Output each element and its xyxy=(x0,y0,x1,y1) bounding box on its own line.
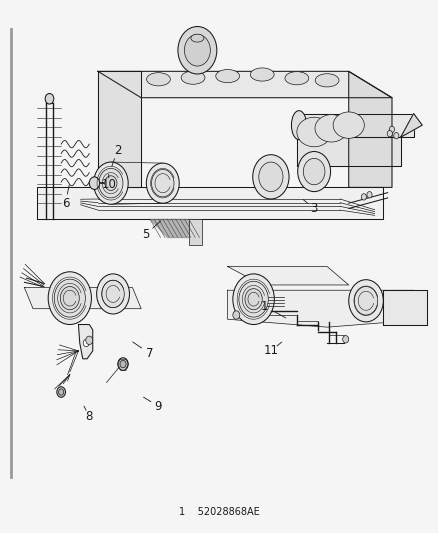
Circle shape xyxy=(253,155,289,199)
Bar xyxy=(189,219,202,245)
Circle shape xyxy=(118,358,128,370)
Circle shape xyxy=(48,272,92,325)
Ellipse shape xyxy=(315,115,348,142)
Circle shape xyxy=(83,340,89,346)
Ellipse shape xyxy=(297,117,332,147)
Text: 11: 11 xyxy=(263,344,279,358)
Circle shape xyxy=(349,280,383,322)
Polygon shape xyxy=(78,325,93,359)
Circle shape xyxy=(184,35,210,66)
Circle shape xyxy=(343,336,349,343)
Circle shape xyxy=(354,287,378,315)
Text: 9: 9 xyxy=(155,400,162,413)
Circle shape xyxy=(239,281,268,317)
Text: 6: 6 xyxy=(62,197,69,209)
Text: 5: 5 xyxy=(142,228,149,241)
Circle shape xyxy=(304,158,325,185)
Circle shape xyxy=(89,177,100,190)
Text: 2: 2 xyxy=(113,144,121,157)
Ellipse shape xyxy=(251,68,274,81)
Circle shape xyxy=(233,311,240,319)
Ellipse shape xyxy=(285,71,309,85)
Circle shape xyxy=(45,93,54,104)
Circle shape xyxy=(99,168,123,198)
Ellipse shape xyxy=(147,72,170,86)
Polygon shape xyxy=(150,219,193,238)
Polygon shape xyxy=(98,71,392,98)
Text: 3: 3 xyxy=(311,202,318,215)
Text: 1    52028868AE: 1 52028868AE xyxy=(179,507,259,517)
Text: 8: 8 xyxy=(85,410,93,423)
Polygon shape xyxy=(37,188,383,219)
Ellipse shape xyxy=(191,34,204,42)
Circle shape xyxy=(54,279,85,317)
Text: 10: 10 xyxy=(101,178,116,191)
Polygon shape xyxy=(297,138,401,166)
Circle shape xyxy=(245,289,262,310)
Circle shape xyxy=(102,280,124,308)
Polygon shape xyxy=(98,71,141,188)
Circle shape xyxy=(105,176,117,191)
Ellipse shape xyxy=(181,71,205,84)
Polygon shape xyxy=(349,71,392,188)
Circle shape xyxy=(97,274,130,314)
Circle shape xyxy=(152,169,174,197)
Ellipse shape xyxy=(216,69,240,83)
Polygon shape xyxy=(297,114,413,138)
Circle shape xyxy=(298,151,331,191)
Ellipse shape xyxy=(315,74,339,87)
Circle shape xyxy=(259,162,283,191)
Circle shape xyxy=(94,162,128,204)
Polygon shape xyxy=(401,114,422,138)
Ellipse shape xyxy=(333,112,364,139)
Polygon shape xyxy=(228,290,427,327)
Circle shape xyxy=(120,360,126,368)
Circle shape xyxy=(394,133,399,139)
Circle shape xyxy=(59,389,64,395)
Polygon shape xyxy=(25,288,141,309)
Polygon shape xyxy=(228,266,349,285)
Circle shape xyxy=(233,274,274,325)
Text: 7: 7 xyxy=(146,347,154,360)
Ellipse shape xyxy=(291,111,307,140)
Circle shape xyxy=(178,27,217,74)
Circle shape xyxy=(387,131,392,137)
Polygon shape xyxy=(383,290,427,325)
Circle shape xyxy=(60,287,79,310)
Circle shape xyxy=(57,387,66,397)
Circle shape xyxy=(389,126,395,133)
Circle shape xyxy=(367,191,372,198)
Circle shape xyxy=(361,193,367,200)
Text: 1: 1 xyxy=(261,300,268,312)
Circle shape xyxy=(146,163,179,203)
Circle shape xyxy=(86,336,93,344)
